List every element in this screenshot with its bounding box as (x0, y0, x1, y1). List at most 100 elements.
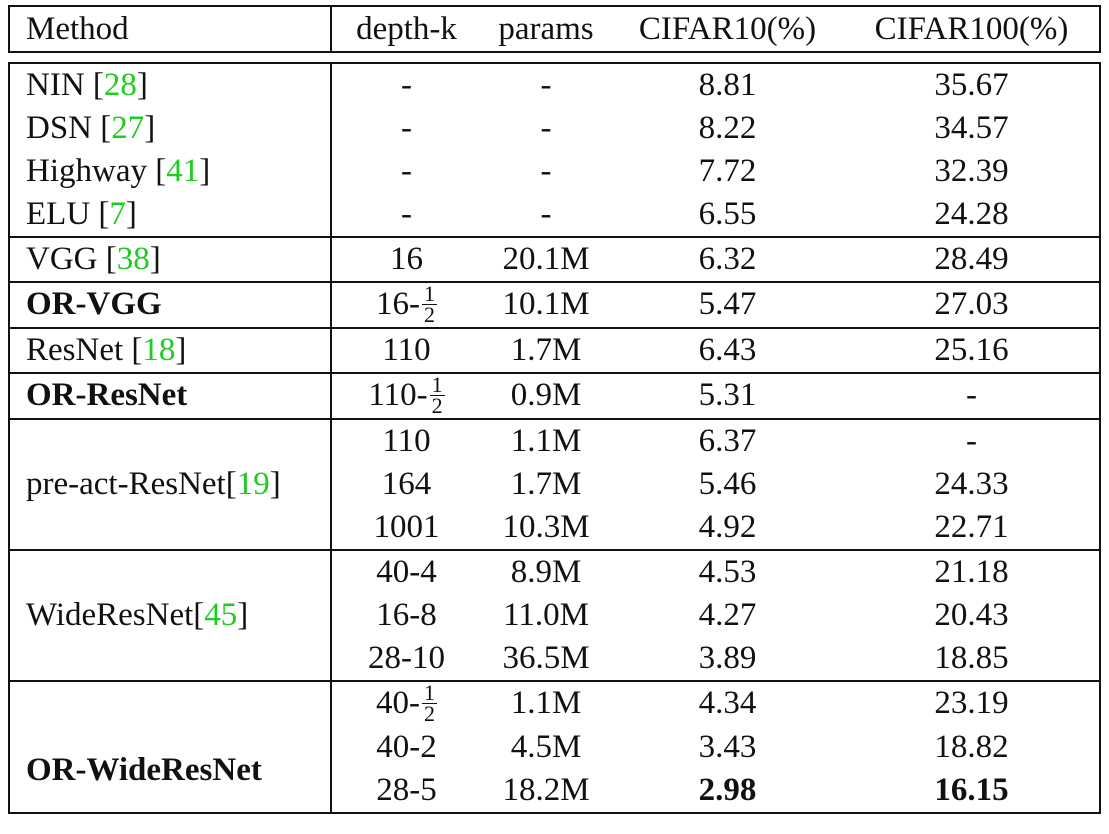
cifar100-cell: 28.49 (844, 236, 1101, 282)
cifar10-cell: 5.47 (611, 281, 844, 328)
cifar100-cell: 24.33 (844, 462, 1101, 506)
depth-cell: 16-8 (376, 596, 437, 633)
cifar100-cell: 21.18 (844, 548, 1101, 594)
cifar10-cell: 2.98 (611, 768, 844, 814)
header-row: Method depth-k params CIFAR10(%) CIFAR10… (8, 5, 1101, 53)
citation-link[interactable]: 18 (142, 331, 176, 368)
depth-cell: - (401, 153, 412, 189)
depth-cell: 164 (381, 465, 432, 502)
citation-link[interactable]: 7 (109, 196, 126, 232)
cifar10-cell: 4.53 (611, 548, 844, 594)
depth-cell: - (401, 196, 412, 232)
cifar100-cell: 18.85 (844, 636, 1101, 681)
depth-cell: 40-2 (376, 728, 437, 765)
params-cell: 1.7M (481, 326, 611, 373)
table-row: OR-WideResNet 40- 1 2 1.1M 4.34 23.19 (8, 679, 1101, 814)
params-cell: 36.5M (502, 639, 590, 676)
cifar10-cell: 4.92 (698, 508, 757, 545)
depth-cell: 28-5 (331, 768, 481, 814)
table-row: 1001 10.3M 4.92 22.71 (9, 505, 1101, 550)
table-row: pre-act-ResNet[19] 110 1.1M 6.37 - (8, 417, 1101, 550)
table-row: 164 1.7M 5.46 24.33 (9, 462, 1101, 506)
cifar100-cell: - (844, 417, 1101, 463)
method-cell: pre-act-ResNet[19] (8, 417, 332, 550)
cifar100-cell: 16.15 (844, 768, 1101, 814)
cifar100-cell: 23.19 (844, 679, 1101, 726)
cifar100-cell: 22.71 (844, 505, 1101, 550)
cifar10-cell: 4.27 (698, 596, 757, 633)
params-cell: 18.2M (481, 768, 611, 814)
table-row: OR-VGG 16- 1 2 10.1M 5.47 27.03 (8, 280, 1101, 328)
table-row: VGG [38] 16 20.1M 6.32 28.49 (8, 236, 1101, 282)
method-cell: OR-VGG (8, 281, 332, 328)
method-cell: ResNet [18] (8, 326, 332, 373)
table-row: 40-2 4.5M 3.43 18.82 (9, 725, 1101, 769)
cifar10-cell: 5.31 (611, 371, 844, 419)
cifar100-cell: 34.57 (844, 107, 1101, 150)
citation-link[interactable]: 41 (166, 153, 200, 189)
depth-cell: 110 (331, 417, 481, 463)
cifar10-cell: 6.43 (611, 326, 844, 373)
params-cell: 11.0M (503, 596, 589, 633)
table-row: WideResNet[45] 40-4 8.9M 4.53 21.18 (8, 548, 1101, 681)
depth-cell: 110- 1 2 (331, 371, 481, 419)
cifar10-cell: 8.22 (698, 110, 757, 146)
depth-cell: 1001 (373, 508, 440, 545)
citation-link[interactable]: 28 (103, 67, 137, 103)
cifar100-cell: 32.39 (844, 150, 1101, 193)
method-cell: OR-ResNet (8, 371, 332, 419)
table-row: DSN [27] - - 8.22 34.57 (8, 107, 1101, 150)
cifar10-cell: 6.55 (698, 196, 757, 232)
cifar10-cell: 3.43 (698, 728, 757, 765)
method-cell: NIN [28] (8, 62, 332, 107)
depth-cell: 28-10 (368, 639, 445, 676)
params-cell: 4.5M (510, 728, 582, 765)
table-row: 28-5 18.2M 2.98 16.15 (9, 768, 1101, 814)
params-cell: 0.9M (481, 371, 611, 419)
method-cell: DSN [27] (8, 107, 332, 150)
cifar10-cell: 7.72 (698, 153, 757, 189)
method-cell: Highway [41] (8, 150, 332, 193)
cifar100-cell: 25.16 (844, 326, 1101, 373)
table-row: NIN [28] - - 8.81 35.67 (8, 62, 1101, 107)
depth-cell: - (401, 110, 412, 146)
results-table: Method depth-k params CIFAR10(%) CIFAR10… (8, 5, 1101, 814)
cifar100-cell: 35.67 (844, 62, 1101, 107)
cifar10-cell: 4.34 (611, 679, 844, 726)
citation-link[interactable]: 45 (204, 596, 238, 633)
cifar100-cell: 20.43 (844, 593, 1101, 637)
params-cell: 1.7M (510, 465, 582, 502)
cifar100-cell: 27.03 (844, 281, 1101, 328)
params-cell: 1.1M (481, 417, 611, 463)
header-params: params (481, 5, 611, 53)
header-cifar10: CIFAR10(%) (611, 5, 844, 53)
depth-cell: 40- 1 2 (331, 679, 481, 726)
cifar100-cell: - (844, 371, 1101, 419)
table-row: 16-8 11.0M 4.27 20.43 (9, 593, 1101, 637)
depth-cell: 40-4 (331, 548, 481, 594)
cifar100-cell: 18.82 (844, 725, 1101, 769)
cifar100-cell: 24.28 (844, 193, 1101, 237)
table-row: OR-ResNet 110- 1 2 0.9M 5.31 - (8, 371, 1101, 419)
params-cell: 10.1M (481, 281, 611, 328)
citation-link[interactable]: 38 (116, 241, 150, 277)
cifar10-cell: 6.32 (611, 236, 844, 282)
params-cell: 20.1M (481, 236, 611, 282)
depth-cell: 110 (331, 326, 481, 373)
method-cell: WideResNet[45] (8, 548, 332, 681)
depth-cell: - (331, 62, 481, 107)
method-cell: OR-WideResNet (8, 679, 332, 814)
params-cell: 10.3M (502, 508, 590, 545)
header-depth-k: depth-k (331, 5, 481, 53)
citation-link[interactable]: 27 (111, 110, 145, 146)
citation-link[interactable]: 19 (236, 465, 270, 502)
cifar10-cell: 6.37 (611, 417, 844, 463)
header-method: Method (8, 5, 332, 53)
params-cell: - (481, 62, 611, 107)
cifar10-cell: 3.89 (698, 639, 757, 676)
params-cell: - (540, 153, 552, 189)
